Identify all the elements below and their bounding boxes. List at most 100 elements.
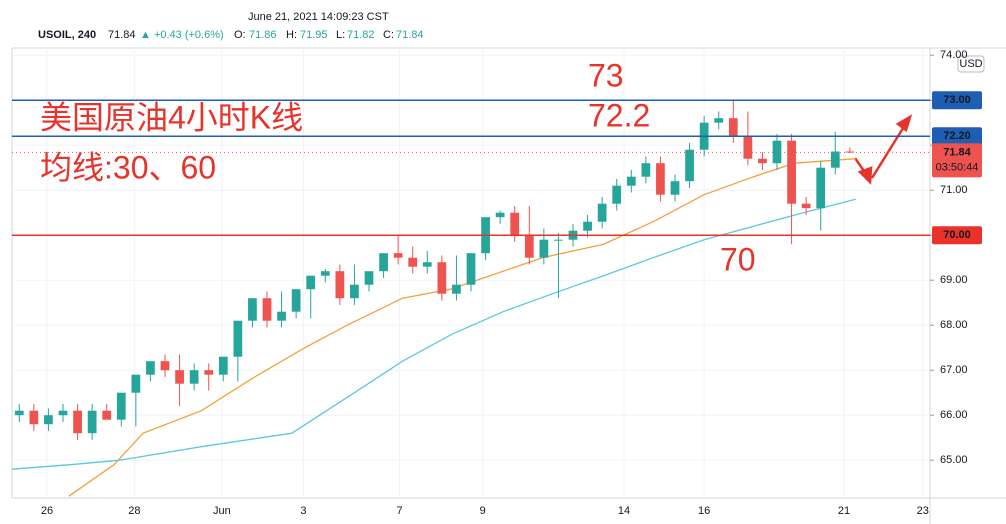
candle-body <box>291 289 301 312</box>
candle-body <box>597 203 607 222</box>
candle-body <box>510 212 520 236</box>
candle-body <box>146 361 155 375</box>
candle-body <box>583 221 592 231</box>
arrows <box>853 114 913 185</box>
candle-body <box>495 212 505 218</box>
y-tick-label: 67.00 <box>940 364 968 376</box>
x-tick-label: 14 <box>618 505 630 517</box>
symbol: USOIL, 240 <box>38 29 96 41</box>
candle-body <box>277 311 286 321</box>
candle-body <box>320 271 330 276</box>
level-label: 72.20 <box>943 130 971 142</box>
level-tag <box>932 91 982 110</box>
candle-body <box>452 284 461 294</box>
candle-body <box>189 370 199 384</box>
y-tick-label: 66.00 <box>940 409 968 421</box>
candle-body <box>728 118 738 137</box>
candle-body <box>102 410 112 420</box>
candle-body <box>714 118 724 123</box>
candle-body <box>218 356 228 375</box>
candle-body <box>379 253 388 272</box>
level-label: 73.00 <box>943 94 971 106</box>
candle-body <box>29 410 39 425</box>
c-value: 71.84 <box>396 29 424 41</box>
change: ▲ +0.43 (+0.6%) <box>140 29 224 41</box>
y-tick-label: 74.00 <box>940 49 968 61</box>
candle-body <box>233 320 243 357</box>
candle-body <box>73 410 82 434</box>
currency-box <box>957 55 985 73</box>
candle-body <box>422 262 432 267</box>
candle-body <box>830 151 840 168</box>
x-tick-label: 23 <box>917 505 929 517</box>
y-tick-label: 68.00 <box>940 319 968 331</box>
o-label: O: <box>234 29 246 41</box>
candle-body <box>58 410 68 416</box>
moving-average <box>68 158 856 497</box>
price-tag <box>932 143 982 178</box>
candle-body <box>131 374 141 393</box>
x-tick-label: 26 <box>41 505 53 517</box>
candle-body <box>262 298 272 321</box>
moving-average <box>11 198 856 470</box>
candle-body <box>626 176 636 186</box>
y-tick-label: 71.00 <box>940 184 968 196</box>
candle-body <box>641 163 651 177</box>
candle-body <box>116 392 126 420</box>
datetime: June 21, 2021 14:09:23 CST <box>248 11 389 23</box>
candle-body <box>44 415 53 425</box>
arrow-head <box>895 114 913 133</box>
x-tick-label: Jun <box>213 505 231 517</box>
candle-body <box>801 203 811 209</box>
c-label: C: <box>383 29 394 41</box>
annotation: 72.2 <box>588 97 650 133</box>
candle-body <box>758 158 767 164</box>
candle-body <box>466 253 476 285</box>
candle-body <box>524 235 534 258</box>
level-tag <box>932 226 982 245</box>
candle-body <box>685 149 694 182</box>
o-value: 71.86 <box>249 29 277 41</box>
candle-body <box>816 167 826 209</box>
candle-body <box>14 410 24 416</box>
l-value: 71.82 <box>347 29 375 41</box>
candle-body <box>408 257 418 267</box>
x-tick-label: 9 <box>480 505 486 517</box>
candle-body <box>612 185 622 204</box>
annotation: 70 <box>720 241 756 277</box>
level-label: 70.00 <box>943 229 971 241</box>
candle-body <box>175 370 184 384</box>
x-tick-label: 16 <box>698 505 710 517</box>
candle-body <box>364 271 374 285</box>
candle-body <box>743 136 753 159</box>
candle-body <box>670 181 680 195</box>
x-tick-label: 21 <box>838 505 850 517</box>
h-label: H: <box>286 29 297 41</box>
candle-body <box>787 140 796 204</box>
y-tick-label: 69.00 <box>940 274 968 286</box>
arrow <box>870 124 907 179</box>
last-price: 71.84 <box>108 29 136 41</box>
candle-body <box>437 262 447 294</box>
level-tag <box>932 127 982 146</box>
candle-body <box>845 151 855 153</box>
candle-body <box>554 239 563 241</box>
currency: USD <box>959 58 982 70</box>
price-label: 71.84 <box>943 146 971 158</box>
countdown: 03:50:44 <box>936 161 979 173</box>
x-tick-label: 7 <box>397 505 403 517</box>
arrow-head <box>857 166 873 185</box>
annotation: 73 <box>588 57 624 93</box>
y-tick-label: 65.00 <box>940 454 968 466</box>
x-tick-label: 28 <box>128 505 140 517</box>
candle-body <box>350 284 359 299</box>
x-tick-label: 3 <box>300 505 306 517</box>
candle-body <box>204 370 214 375</box>
candle-body <box>656 163 665 195</box>
candle-body <box>335 271 345 299</box>
candle-body <box>160 361 170 371</box>
annotation: 美国原油4小时K线 <box>40 99 303 135</box>
